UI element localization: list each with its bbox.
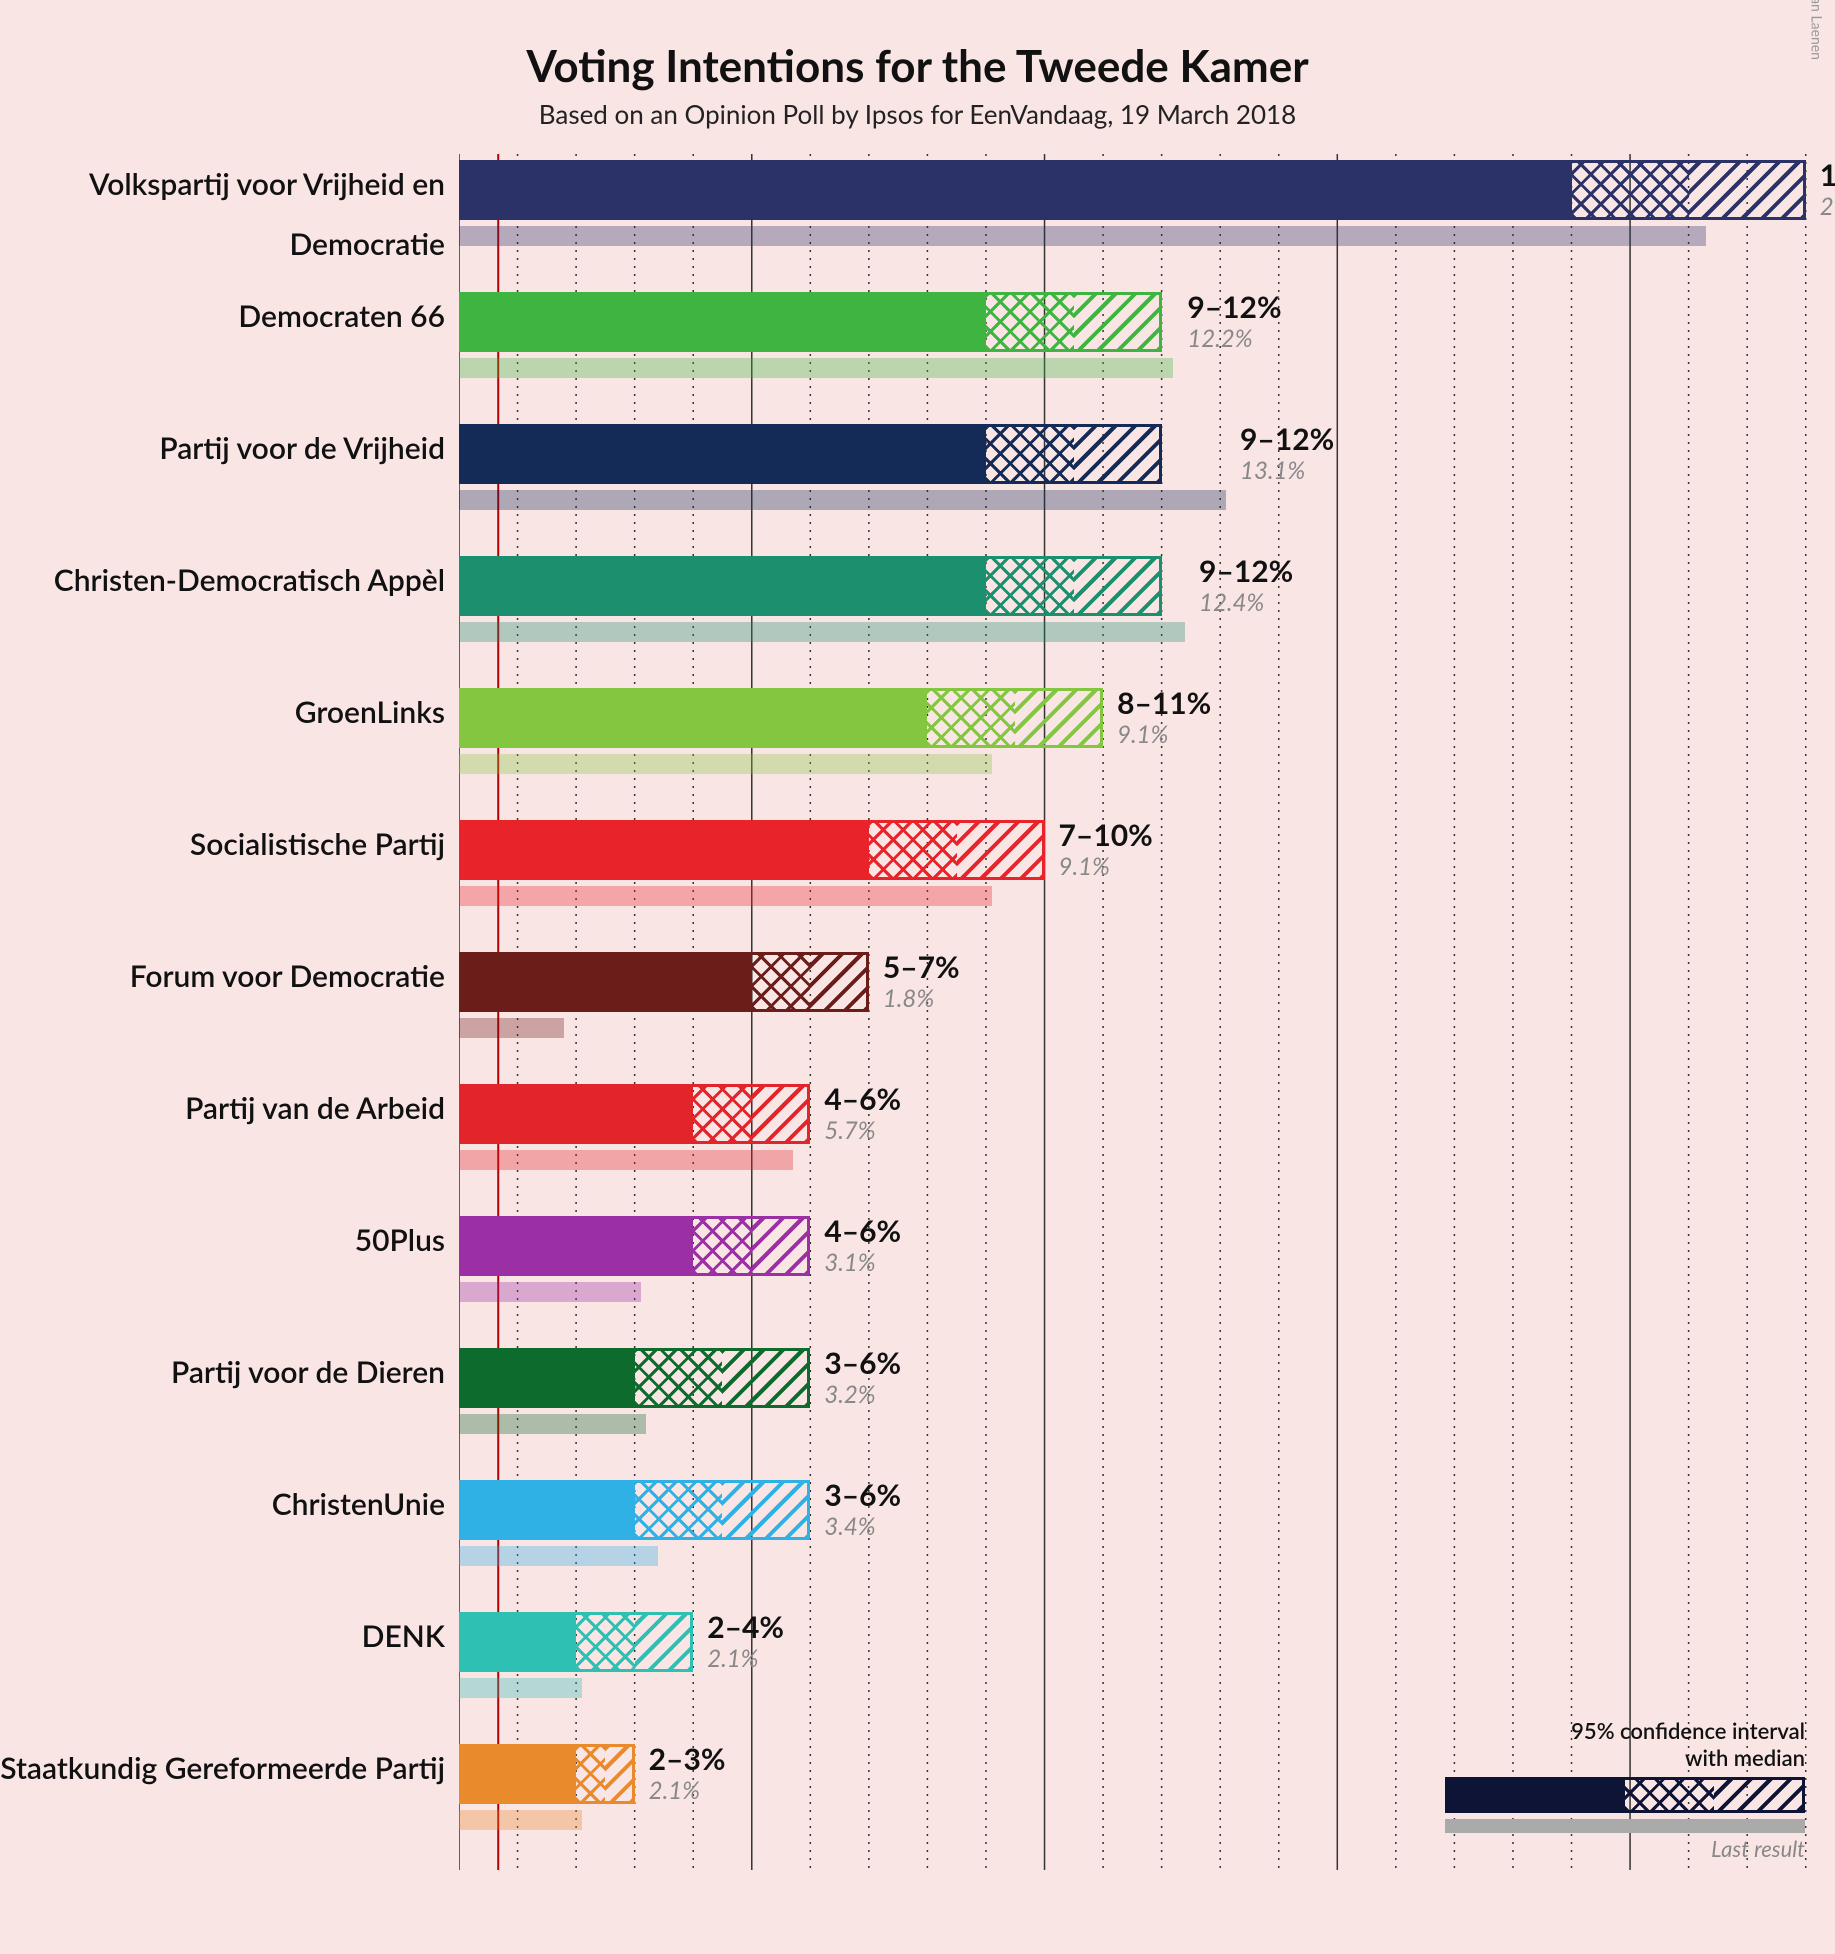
prev-label: 3.2% (824, 1381, 901, 1409)
prev-label: 12.2% (1187, 325, 1281, 353)
chart-title: Voting Intentions for the Tweede Kamer (0, 40, 1835, 92)
range-label: 3–6% (824, 1478, 901, 1513)
value-labels: 3–6%3.4% (824, 1478, 901, 1540)
bar-chart: Volkspartij voor Vrijheid en Democratie 1… (0, 154, 1835, 1870)
prev-label: 12.4% (1199, 589, 1293, 617)
value-labels: 9–12%12.2% (1187, 290, 1281, 352)
confidence-bar (459, 1480, 810, 1540)
party-label: Socialistische Partij (0, 814, 459, 874)
party-label: Forum voor Democratie (0, 946, 459, 1006)
prev-result-bar (459, 1018, 564, 1038)
prev-result-bar (459, 358, 1173, 378)
value-labels: 2–4%2.1% (707, 1610, 784, 1672)
confidence-bar (459, 160, 1806, 220)
party-row: Christen-Democratisch Appèl 9–12%12.4% (0, 550, 1835, 682)
party-label: Partij van de Arbeid (0, 1078, 459, 1138)
range-label: 19–23% (1820, 158, 1835, 193)
range-label: 4–6% (824, 1082, 901, 1117)
prev-result-bar (459, 1810, 582, 1830)
confidence-bar (459, 556, 1162, 616)
confidence-bar (459, 1216, 810, 1276)
party-label: Partij voor de Dieren (0, 1342, 459, 1402)
legend: 95% confidence intervalwith median Last … (1445, 1718, 1805, 1862)
prev-label: 5.7% (824, 1117, 901, 1145)
confidence-bar (459, 1612, 693, 1672)
party-row: 50Plus 4–6%3.1% (0, 1210, 1835, 1342)
party-row: Socialistische Partij 7–10%9.1% (0, 814, 1835, 946)
legend-prev-bar (1445, 1819, 1805, 1833)
prev-label: 3.1% (824, 1249, 901, 1277)
value-labels: 9–12%12.4% (1199, 554, 1293, 616)
legend-ci-label: 95% confidence intervalwith median (1445, 1718, 1805, 1771)
confidence-bar (459, 424, 1162, 484)
prev-result-bar (459, 1150, 793, 1170)
value-labels: 19–23%21.3% (1820, 158, 1835, 220)
range-label: 8–11% (1117, 686, 1211, 721)
range-label: 9–12% (1199, 554, 1293, 589)
party-label: GroenLinks (0, 682, 459, 742)
range-label: 9–12% (1187, 290, 1281, 325)
prev-result-bar (459, 490, 1226, 510)
prev-result-bar (459, 1282, 641, 1302)
legend-ci-bar (1445, 1777, 1805, 1813)
party-row: ChristenUnie 3–6%3.4% (0, 1474, 1835, 1606)
confidence-bar (459, 952, 869, 1012)
party-label: Staatkundig Gereformeerde Partij (0, 1738, 459, 1798)
legend-prev-label: Last result (1445, 1835, 1805, 1862)
party-row: Volkspartij voor Vrijheid en Democratie 1… (0, 154, 1835, 286)
party-label: ChristenUnie (0, 1474, 459, 1534)
prev-label: 2.1% (707, 1645, 784, 1673)
confidence-bar (459, 688, 1103, 748)
confidence-bar (459, 820, 1045, 880)
value-labels: 9–12%13.1% (1240, 422, 1334, 484)
value-labels: 8–11%9.1% (1117, 686, 1211, 748)
value-labels: 2–3%2.1% (649, 1742, 726, 1804)
party-label: 50Plus (0, 1210, 459, 1270)
confidence-bar (459, 1744, 635, 1804)
range-label: 4–6% (824, 1214, 901, 1249)
party-label: DENK (0, 1606, 459, 1666)
party-row: Partij van de Arbeid 4–6%5.7% (0, 1078, 1835, 1210)
confidence-bar (459, 1084, 810, 1144)
value-labels: 4–6%3.1% (824, 1214, 901, 1276)
prev-result-bar (459, 1414, 646, 1434)
credit-text: © 2020 Filip van Laenen (1808, 0, 1825, 60)
party-row: GroenLinks 8–11%9.1% (0, 682, 1835, 814)
prev-label: 21.3% (1820, 193, 1835, 221)
prev-result-bar (459, 754, 992, 774)
confidence-bar (459, 1348, 810, 1408)
range-label: 7–10% (1059, 818, 1153, 853)
party-label: Volkspartij voor Vrijheid en Democratie (0, 154, 459, 274)
prev-result-bar (459, 1678, 582, 1698)
party-row: Forum voor Democratie 5–7%1.8% (0, 946, 1835, 1078)
range-label: 5–7% (883, 950, 960, 985)
party-label: Christen-Democratisch Appèl (0, 550, 459, 610)
prev-result-bar (459, 886, 992, 906)
prev-label: 2.1% (649, 1777, 726, 1805)
chart-subtitle: Based on an Opinion Poll by Ipsos for Ee… (0, 98, 1835, 130)
value-labels: 3–6%3.2% (824, 1346, 901, 1408)
range-label: 3–6% (824, 1346, 901, 1381)
prev-label: 13.1% (1240, 457, 1334, 485)
party-row: Democraten 66 9–12%12.2% (0, 286, 1835, 418)
party-row: Partij voor de Vrijheid 9–12%13.1% (0, 418, 1835, 550)
prev-label: 9.1% (1117, 721, 1211, 749)
range-label: 2–3% (649, 1742, 726, 1777)
range-label: 2–4% (707, 1610, 784, 1645)
confidence-bar (459, 292, 1162, 352)
party-label: Democraten 66 (0, 286, 459, 346)
prev-label: 1.8% (883, 985, 960, 1013)
prev-result-bar (459, 622, 1185, 642)
prev-label: 9.1% (1059, 853, 1153, 881)
party-label: Partij voor de Vrijheid (0, 418, 459, 478)
range-label: 9–12% (1240, 422, 1334, 457)
value-labels: 7–10%9.1% (1059, 818, 1153, 880)
prev-label: 3.4% (824, 1513, 901, 1541)
value-labels: 4–6%5.7% (824, 1082, 901, 1144)
prev-result-bar (459, 1546, 658, 1566)
value-labels: 5–7%1.8% (883, 950, 960, 1012)
party-row: Partij voor de Dieren 3–6%3.2% (0, 1342, 1835, 1474)
prev-result-bar (459, 226, 1706, 246)
